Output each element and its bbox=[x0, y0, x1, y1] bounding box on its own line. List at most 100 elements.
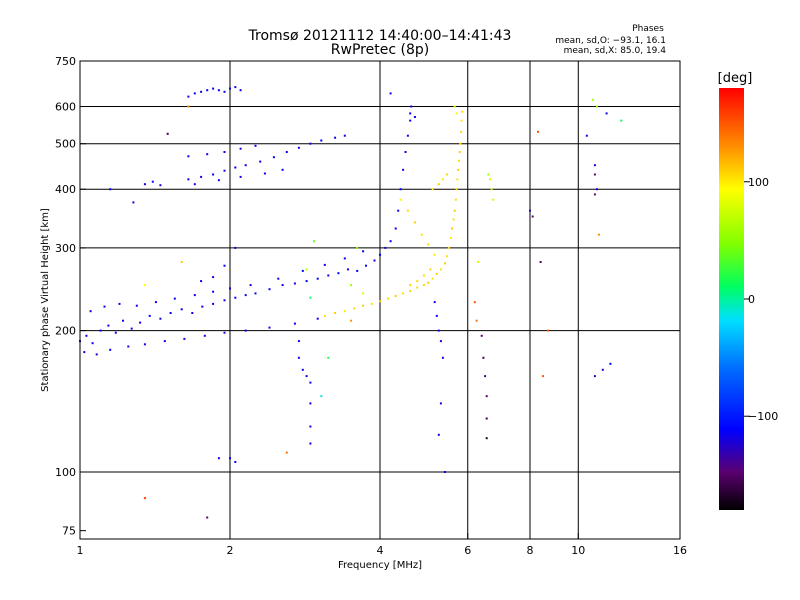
data-point bbox=[443, 262, 446, 265]
data-point bbox=[437, 329, 440, 332]
colorbar-unit-label: [deg] bbox=[718, 71, 753, 86]
data-point bbox=[343, 257, 346, 260]
data-point bbox=[420, 233, 423, 236]
x-tick-label: 1 bbox=[77, 544, 84, 557]
data-point bbox=[389, 92, 392, 95]
data-point bbox=[593, 173, 596, 176]
data-point bbox=[85, 334, 88, 337]
data-point bbox=[217, 179, 220, 182]
data-point bbox=[427, 243, 430, 246]
data-point bbox=[323, 314, 326, 317]
colorbar-tick-label: −100 bbox=[748, 410, 778, 423]
data-point bbox=[316, 277, 319, 280]
data-point bbox=[309, 142, 312, 145]
data-point bbox=[193, 92, 196, 95]
data-point bbox=[305, 280, 308, 283]
data-point bbox=[353, 307, 356, 310]
data-point bbox=[239, 147, 242, 150]
data-point bbox=[394, 295, 397, 297]
data-point bbox=[439, 340, 442, 343]
data-point bbox=[206, 153, 209, 156]
y-tick-label: 200 bbox=[55, 325, 76, 338]
data-point bbox=[154, 301, 157, 304]
data-point bbox=[441, 356, 444, 359]
data-point bbox=[362, 250, 365, 253]
data-point bbox=[169, 312, 172, 314]
data-point bbox=[109, 348, 112, 351]
data-point bbox=[433, 253, 436, 256]
data-point bbox=[301, 368, 304, 371]
chart-title-line1: Tromsø 20121112 14:40:00–14:41:43 bbox=[248, 28, 512, 44]
y-axis-label: Stationary phase Virtual Height [km] bbox=[40, 208, 51, 392]
data-point bbox=[443, 471, 446, 473]
data-point bbox=[223, 151, 226, 153]
data-point bbox=[166, 132, 169, 135]
x-axis: 1 2 4 6 8 10 16 bbox=[77, 533, 687, 557]
data-point bbox=[132, 201, 135, 204]
data-point bbox=[362, 292, 365, 295]
data-point bbox=[379, 253, 381, 256]
data-point bbox=[234, 246, 237, 249]
data-point bbox=[409, 289, 412, 292]
data-point bbox=[422, 274, 425, 277]
data-point bbox=[437, 183, 440, 186]
data-point bbox=[373, 259, 376, 262]
data-point bbox=[95, 353, 98, 356]
data-point bbox=[206, 516, 209, 519]
data-point bbox=[223, 90, 226, 93]
data-point bbox=[293, 322, 296, 325]
data-point bbox=[487, 173, 490, 176]
data-point bbox=[327, 274, 330, 277]
data-point bbox=[529, 209, 531, 212]
data-point bbox=[445, 173, 448, 176]
x-tick-label: 6 bbox=[464, 544, 471, 557]
data-point bbox=[379, 300, 381, 303]
data-point bbox=[455, 188, 458, 191]
data-point bbox=[212, 173, 215, 176]
data-point bbox=[281, 284, 284, 287]
data-point bbox=[489, 178, 491, 181]
data-point bbox=[313, 240, 316, 243]
data-point bbox=[109, 188, 112, 191]
data-point bbox=[103, 305, 106, 308]
data-point bbox=[323, 263, 326, 266]
data-point bbox=[180, 308, 183, 311]
data-point bbox=[187, 155, 190, 158]
data-point bbox=[591, 98, 594, 101]
data-point bbox=[297, 356, 300, 359]
data-point bbox=[159, 317, 162, 320]
y-tick-label: 100 bbox=[55, 466, 76, 479]
data-point bbox=[431, 277, 434, 280]
data-point bbox=[285, 151, 288, 153]
data-point bbox=[309, 442, 312, 445]
data-point bbox=[305, 268, 308, 271]
data-point bbox=[537, 130, 539, 133]
data-point bbox=[337, 272, 340, 275]
data-point bbox=[593, 193, 596, 196]
phases-o-stats: mean, sd,O: −93.1, 16.1 bbox=[555, 36, 666, 46]
data-point bbox=[439, 402, 442, 405]
data-point bbox=[187, 178, 190, 181]
data-point bbox=[455, 112, 458, 115]
data-point bbox=[309, 296, 312, 299]
data-point bbox=[309, 381, 312, 384]
data-point bbox=[410, 105, 413, 108]
data-point bbox=[350, 284, 353, 287]
data-point bbox=[597, 233, 600, 236]
data-points bbox=[79, 86, 623, 519]
data-point bbox=[143, 343, 146, 346]
data-point bbox=[293, 282, 296, 285]
data-point bbox=[435, 314, 438, 317]
data-point bbox=[285, 451, 288, 454]
data-point bbox=[452, 218, 455, 221]
data-point bbox=[431, 188, 434, 191]
data-point bbox=[320, 139, 323, 142]
data-point bbox=[89, 310, 92, 313]
data-point bbox=[201, 305, 204, 308]
data-point bbox=[413, 221, 416, 224]
data-point bbox=[272, 156, 275, 159]
data-point bbox=[212, 276, 215, 279]
data-point bbox=[456, 178, 459, 181]
data-point bbox=[397, 209, 400, 212]
data-point bbox=[394, 227, 397, 230]
